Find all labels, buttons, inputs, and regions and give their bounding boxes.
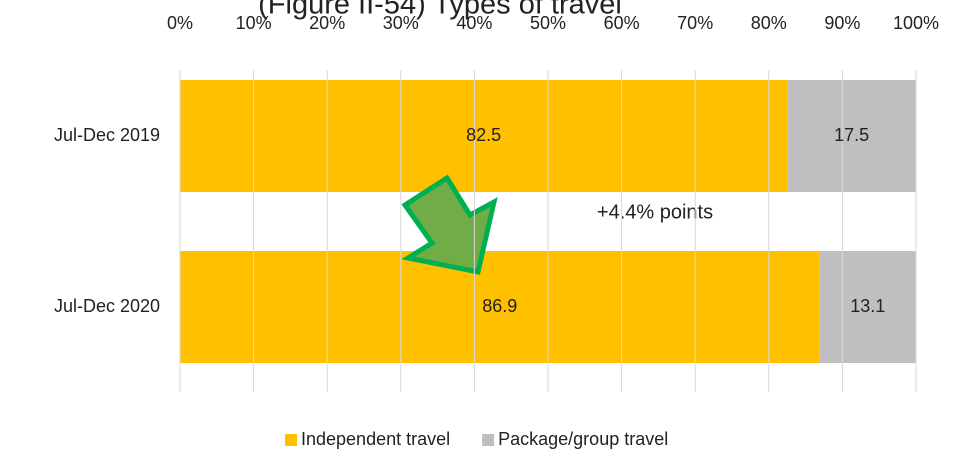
y-tick-label: Jul-Dec 2019: [54, 125, 160, 145]
x-tick-label: 20%: [309, 13, 345, 33]
legend-swatch: [285, 434, 297, 446]
x-tick-label: 0%: [167, 13, 193, 33]
arrow: [401, 174, 498, 275]
annotation: +4.4% points: [597, 201, 713, 223]
x-tick-label: 30%: [383, 13, 419, 33]
bar-segment: [787, 80, 916, 192]
x-tick-label: 80%: [751, 13, 787, 33]
value-label: 13.1: [850, 296, 885, 316]
legend-swatch: [482, 434, 495, 446]
bar-segment: [180, 80, 788, 192]
value-label: 82.5: [466, 125, 501, 145]
x-tick-label: 70%: [677, 13, 713, 33]
bar-segment: [180, 251, 820, 363]
x-tick-label: 10%: [236, 13, 272, 33]
x-tick-label: 40%: [456, 13, 492, 33]
x-tick-label: 50%: [530, 13, 566, 33]
x-tick-label: 60%: [604, 13, 640, 33]
legend-label: Independent travel: [301, 429, 450, 449]
value-label: 17.5: [834, 125, 869, 145]
chart-title: (Figure II-54) Types of travel: [258, 0, 622, 21]
x-tick-label: 100%: [893, 13, 939, 33]
y-tick-label: Jul-Dec 2020: [54, 296, 160, 316]
legend-label: Package/group travel: [498, 429, 668, 449]
bar-segment: [819, 251, 916, 363]
x-tick-label: 90%: [824, 13, 860, 33]
value-label: 86.9: [482, 296, 517, 316]
